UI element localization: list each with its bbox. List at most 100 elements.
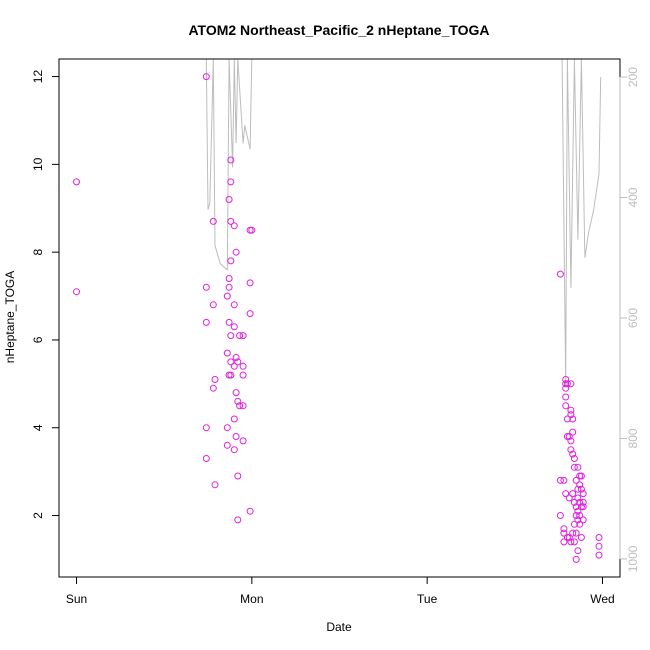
data-point bbox=[569, 529, 577, 537]
data-point bbox=[574, 516, 582, 524]
data-point bbox=[209, 217, 217, 225]
data-point bbox=[579, 503, 587, 511]
data-point bbox=[576, 481, 584, 489]
data-point bbox=[577, 472, 585, 480]
data-point bbox=[567, 380, 575, 388]
data-point bbox=[577, 534, 585, 541]
data-point bbox=[563, 380, 571, 388]
data-point bbox=[570, 520, 578, 528]
data-point bbox=[223, 292, 231, 300]
data-point bbox=[211, 481, 219, 489]
data-point bbox=[567, 538, 575, 546]
data-point bbox=[570, 463, 578, 471]
data-point bbox=[565, 534, 573, 541]
right-axis-series bbox=[205, 59, 602, 385]
data-point bbox=[230, 446, 238, 454]
x-tick-label: Wed bbox=[590, 592, 614, 606]
x-axis: Sun Mon Tue Wed bbox=[66, 576, 615, 606]
data-point bbox=[560, 476, 568, 484]
data-point bbox=[232, 433, 240, 440]
right-tick-label: 200 bbox=[626, 67, 640, 87]
data-point bbox=[574, 494, 582, 502]
data-point bbox=[556, 270, 564, 278]
data-point bbox=[230, 222, 238, 230]
data-point bbox=[595, 542, 603, 550]
data-point bbox=[567, 446, 575, 454]
data-point bbox=[565, 494, 573, 502]
data-point bbox=[73, 178, 80, 186]
data-point bbox=[236, 402, 244, 410]
data-point bbox=[223, 349, 231, 357]
data-point bbox=[236, 332, 244, 340]
right-axis: 200 400 600 800 1000 bbox=[619, 67, 640, 572]
y-tick-label: 4 bbox=[31, 424, 45, 431]
y-axis-label: nHeptane_TOGA bbox=[3, 271, 17, 364]
data-point bbox=[562, 393, 570, 401]
x-axis-label: Date bbox=[326, 620, 352, 634]
data-point bbox=[563, 415, 571, 423]
data-point bbox=[230, 415, 238, 423]
data-point bbox=[570, 498, 578, 506]
data-point bbox=[577, 485, 585, 493]
data-point bbox=[234, 358, 242, 366]
data-point bbox=[562, 376, 570, 383]
data-point bbox=[579, 490, 587, 498]
right-tick-label: 400 bbox=[626, 187, 640, 207]
data-point bbox=[572, 512, 580, 519]
data-point bbox=[562, 490, 570, 498]
chart-title: ATOM2 Northeast_Pacific_2 nHeptane_TOGA bbox=[188, 22, 489, 38]
y-tick-label: 6 bbox=[31, 336, 45, 343]
right-tick-label: 600 bbox=[626, 308, 640, 328]
data-point bbox=[227, 371, 235, 379]
data-point bbox=[576, 498, 584, 506]
data-point bbox=[579, 498, 587, 506]
data-point bbox=[234, 472, 242, 480]
pressure-line bbox=[205, 59, 253, 271]
data-point bbox=[239, 371, 247, 379]
data-point bbox=[574, 507, 582, 515]
data-point bbox=[239, 402, 247, 410]
data-point bbox=[209, 384, 217, 392]
y-tick-label: 12 bbox=[31, 70, 45, 84]
data-point bbox=[560, 529, 568, 537]
data-point bbox=[227, 217, 235, 225]
data-point bbox=[225, 283, 233, 291]
data-point bbox=[211, 376, 219, 383]
data-point bbox=[232, 354, 240, 361]
data-point bbox=[569, 415, 577, 423]
data-point bbox=[572, 555, 580, 563]
data-point bbox=[230, 301, 238, 309]
data-point bbox=[225, 275, 233, 282]
data-point bbox=[570, 455, 578, 462]
data-point bbox=[246, 310, 254, 318]
pressure-line bbox=[558, 59, 602, 385]
data-point bbox=[569, 450, 577, 458]
data-point bbox=[227, 358, 235, 366]
data-point bbox=[567, 406, 575, 414]
x-tick-label: Sun bbox=[66, 592, 87, 606]
x-tick-label: Mon bbox=[240, 592, 263, 606]
data-point bbox=[572, 476, 580, 484]
data-point bbox=[574, 485, 582, 493]
data-point bbox=[232, 248, 240, 256]
right-tick-label: 1000 bbox=[626, 545, 640, 572]
data-point bbox=[223, 424, 231, 432]
data-point bbox=[569, 428, 577, 436]
data-point bbox=[574, 463, 582, 471]
data-point bbox=[202, 424, 210, 432]
right-tick-label: 800 bbox=[626, 428, 640, 448]
data-point bbox=[560, 538, 568, 546]
y-tick-label: 2 bbox=[31, 512, 45, 519]
data-point bbox=[202, 73, 210, 81]
data-point bbox=[567, 437, 575, 445]
data-point bbox=[234, 397, 242, 405]
data-point bbox=[234, 516, 242, 524]
data-point bbox=[246, 507, 254, 515]
data-point bbox=[227, 156, 235, 164]
data-point bbox=[246, 279, 254, 287]
data-point bbox=[73, 288, 80, 296]
data-point bbox=[570, 538, 578, 546]
data-point bbox=[209, 301, 217, 309]
data-point bbox=[556, 476, 564, 484]
